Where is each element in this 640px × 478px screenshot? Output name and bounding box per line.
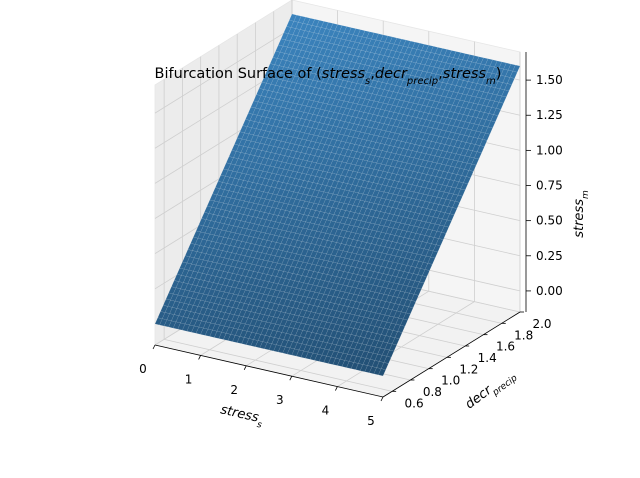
x-tick-label: 1 [185, 372, 193, 386]
surface-patch [465, 170, 474, 178]
x-axis-line [154, 344, 384, 398]
surface-patch [389, 343, 397, 352]
y-tick-label: 0.6 [405, 396, 424, 410]
title-prefix: Bifurcation Surface of ( [155, 66, 322, 82]
title-separator: , [370, 66, 375, 82]
title-part-sub: m [486, 76, 496, 87]
title-part-base: stress [443, 66, 487, 82]
surface-patch [421, 269, 430, 277]
surface-patch [504, 83, 513, 92]
surface-patch [424, 263, 433, 271]
z-tick-label: 1.00 [536, 143, 563, 157]
y-tick-label: 1.2 [459, 362, 478, 376]
y-tick-label: 1.4 [478, 351, 497, 365]
axis-lines [152, 52, 531, 402]
surface-patch [435, 238, 444, 247]
surface-patch [378, 368, 387, 377]
surface-patch [402, 312, 411, 321]
z-tick-label: 0.50 [536, 214, 563, 228]
surface-patch [460, 182, 469, 191]
title-part-base: stress [322, 66, 366, 82]
grid-z-left [154, 27, 293, 114]
x-tick-label: 3 [276, 393, 284, 407]
z-tick-label: 0.25 [536, 249, 563, 263]
surface-patch [474, 151, 482, 160]
title-part-sub: s [365, 76, 370, 87]
y-tick-label: 1.8 [514, 328, 533, 342]
surface-patch [405, 306, 414, 315]
surface-patch [443, 219, 452, 228]
surface-patch [482, 132, 491, 141]
y-axis-line [382, 311, 521, 398]
surface-patch [457, 188, 466, 197]
x-tick [243, 365, 247, 370]
surface-patch [427, 256, 436, 265]
x-tick [198, 355, 201, 360]
x-axis-label-sub: s [256, 420, 263, 431]
x-tick [289, 376, 293, 381]
surface-patch [430, 250, 439, 259]
surface-patch [380, 362, 389, 370]
x-tick-label: 2 [230, 383, 238, 397]
x-tick [152, 344, 156, 350]
surface-patch [452, 201, 461, 209]
y-tick-label: 0.8 [423, 385, 442, 399]
surface-patch [449, 207, 458, 216]
y-tick-label: 2.0 [532, 317, 551, 331]
y-axis-label-base: decr [463, 382, 496, 412]
z-tick-label: 1.50 [536, 73, 563, 87]
x-tick [335, 386, 338, 391]
x-tick-label: 4 [322, 404, 330, 418]
z-tick-label: 1.25 [536, 108, 563, 122]
surface-patch [454, 194, 463, 203]
grid-x-floor [337, 301, 475, 387]
z-tick-label: 0.75 [536, 179, 563, 193]
surface-patch [416, 281, 425, 290]
y-tick-label: 1.0 [441, 374, 460, 388]
surface-patch [408, 300, 417, 308]
x-tick-label: 0 [139, 362, 147, 376]
z-tick-label: 0.00 [536, 284, 563, 298]
z-axis-label-sub: m [581, 190, 591, 199]
y-tick-label: 1.6 [496, 340, 515, 354]
x-axis-label: stresss [218, 402, 265, 430]
y-axis-label-sub: precip [490, 373, 519, 399]
x-tick-label: 5 [367, 414, 375, 428]
chart-title: Bifurcation Surface of (stresss,decrprec… [155, 66, 502, 87]
surface-patch [397, 325, 406, 333]
x-tick [380, 396, 384, 402]
title-suffix: ) [496, 66, 502, 82]
x-axis-label-base: stress [219, 402, 260, 425]
title-part-sub: precip [406, 76, 438, 87]
surface-patch [413, 287, 422, 296]
surface-patch [479, 139, 488, 147]
tick-labels: 0 1 2 3 4 5 0.60.81.01.21.41.61.82.0 0.00 0.25 0.… [139, 73, 563, 428]
bifurcation-surface [154, 13, 521, 377]
z-axis-label: stressm [572, 190, 591, 238]
surface-patch [400, 318, 408, 327]
title-part-base: decr [375, 66, 408, 82]
title-separator: , [438, 66, 443, 82]
grid-y-floor [164, 338, 393, 392]
z-axis-label-base: stress [572, 199, 587, 238]
